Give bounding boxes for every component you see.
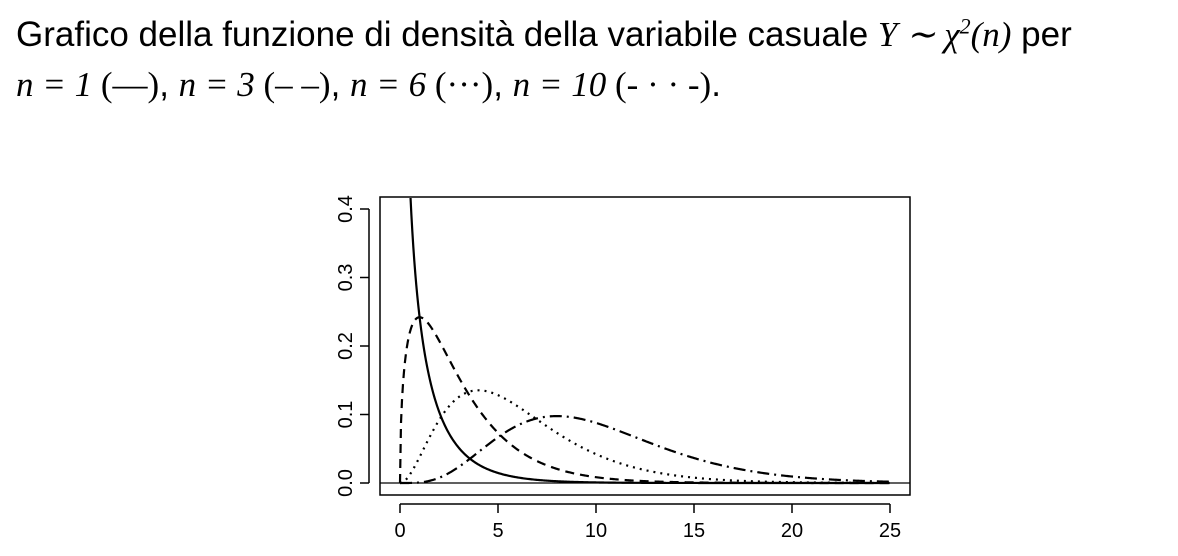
x-tick-label: 0 xyxy=(394,520,405,542)
caption-df-3: n = 3 xyxy=(178,65,255,104)
caption-math-variable: Y ∼ χ2(n) xyxy=(877,13,1012,54)
series-group xyxy=(398,198,891,485)
caption-text: Grafico della funzione di densità della … xyxy=(16,15,869,54)
caption-style-6: (···) xyxy=(426,65,494,104)
x-tick-label: 25 xyxy=(879,520,901,542)
y-tick-label: 0.2 xyxy=(335,332,357,360)
y-tick-label: 0.3 xyxy=(335,264,357,292)
caption-df-10: n = 10 xyxy=(512,65,607,104)
axes: 0 5 10 15 20 25 0.0 0.1 0.2 0.3 0.4 xyxy=(335,195,910,542)
series-line-df-3 xyxy=(398,316,890,485)
series-line-df-10 xyxy=(400,414,891,485)
x-tick-label: 15 xyxy=(683,520,705,542)
figure-caption: Grafico della funzione di densità della … xyxy=(16,10,1166,110)
y-tick-label: 0.0 xyxy=(335,469,357,497)
x-tick-label: 20 xyxy=(781,520,803,542)
caption-style-10: (- · · -) xyxy=(606,65,712,104)
series-line-df-6 xyxy=(399,389,890,485)
caption-line-1: Grafico della funzione di densità della … xyxy=(16,10,1166,60)
caption-style-3: (– –) xyxy=(254,65,331,104)
caption-text-end: per xyxy=(1021,15,1072,54)
y-tick-label: 0.4 xyxy=(335,195,357,223)
caption-df-6: n = 6 xyxy=(350,65,427,104)
caption-line-2: n = 1 (—), n = 3 (– –), n = 6 (···), n =… xyxy=(16,65,721,104)
plot-frame xyxy=(379,196,911,496)
caption-style-1: (—) xyxy=(92,65,160,104)
y-tick-label: 0.1 xyxy=(335,401,357,429)
x-tick-label: 5 xyxy=(492,520,503,542)
x-tick-label: 10 xyxy=(585,520,607,542)
caption-df-1: n = 1 xyxy=(16,65,93,104)
series-line-df-1 xyxy=(409,198,890,485)
